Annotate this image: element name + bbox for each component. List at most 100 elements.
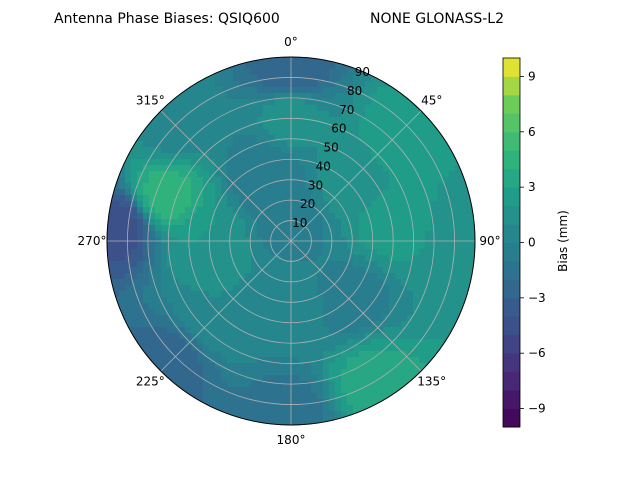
bias-field-cell bbox=[215, 171, 222, 178]
bias-field-cell bbox=[287, 315, 294, 322]
bias-field-cell bbox=[227, 261, 234, 268]
bias-field-cell bbox=[323, 201, 330, 208]
bias-field-cell bbox=[209, 387, 216, 394]
bias-field-cell bbox=[407, 117, 414, 124]
bias-field-cell bbox=[401, 375, 408, 382]
bias-field-cell bbox=[185, 375, 192, 382]
bias-field-cell bbox=[287, 105, 294, 112]
bias-field-cell bbox=[251, 123, 258, 130]
bias-field-cell bbox=[329, 93, 336, 100]
bias-field-cell bbox=[203, 363, 210, 370]
bias-field-cell bbox=[359, 321, 366, 328]
bias-field-cell bbox=[467, 273, 474, 280]
bias-field-cell bbox=[251, 147, 258, 154]
bias-field-cell bbox=[227, 351, 234, 358]
bias-field-cell bbox=[335, 243, 342, 250]
bias-field-cell bbox=[311, 243, 318, 250]
bias-field-cell bbox=[419, 123, 426, 130]
bias-field-cell bbox=[233, 333, 240, 340]
bias-field-cell bbox=[443, 207, 450, 214]
bias-field-cell bbox=[377, 177, 384, 184]
bias-field-cell bbox=[407, 309, 414, 316]
bias-field-cell bbox=[167, 237, 174, 244]
bias-field-cell bbox=[317, 375, 324, 382]
bias-field-cell bbox=[311, 237, 318, 244]
bias-field-cell bbox=[155, 177, 162, 184]
bias-field-cell bbox=[263, 123, 270, 130]
bias-field-cell bbox=[383, 195, 390, 202]
bias-field-cell bbox=[329, 261, 336, 268]
bias-field-cell bbox=[215, 381, 222, 388]
bias-field-cell bbox=[215, 123, 222, 130]
bias-field-cell bbox=[155, 213, 162, 220]
bias-field-cell bbox=[305, 99, 312, 106]
bias-field-cell bbox=[191, 171, 198, 178]
bias-field-cell bbox=[341, 405, 348, 412]
bias-field-cell bbox=[305, 303, 312, 310]
bias-field-cell bbox=[197, 171, 204, 178]
bias-field-cell bbox=[413, 327, 420, 334]
bias-field-cell bbox=[449, 219, 456, 226]
bias-field-cell bbox=[287, 69, 294, 76]
bias-field-cell bbox=[449, 231, 456, 238]
bias-field-cell bbox=[335, 153, 342, 160]
bias-field-cell bbox=[143, 231, 150, 238]
bias-field-cell bbox=[143, 129, 150, 136]
bias-field-cell bbox=[407, 369, 414, 376]
bias-field-cell bbox=[359, 243, 366, 250]
bias-field-cell bbox=[239, 387, 246, 394]
bias-field-cell bbox=[233, 63, 240, 70]
bias-field-cell bbox=[353, 405, 360, 412]
bias-field-cell bbox=[215, 351, 222, 358]
bias-field-cell bbox=[287, 219, 294, 226]
bias-field-cell bbox=[425, 159, 432, 166]
bias-field-cell bbox=[431, 261, 438, 268]
bias-field-cell bbox=[269, 321, 276, 328]
bias-field-cell bbox=[167, 105, 174, 112]
bias-field-cell bbox=[431, 183, 438, 190]
bias-field-cell bbox=[125, 231, 132, 238]
bias-field-cell bbox=[407, 189, 414, 196]
bias-field-cell bbox=[257, 333, 264, 340]
bias-field-cell bbox=[137, 231, 144, 238]
bias-field-cell bbox=[407, 111, 414, 118]
bias-field-cell bbox=[173, 153, 180, 160]
bias-field-cell bbox=[173, 267, 180, 274]
bias-field-cell bbox=[383, 297, 390, 304]
bias-field-cell bbox=[401, 141, 408, 148]
bias-field-cell bbox=[221, 297, 228, 304]
bias-field-cell bbox=[233, 363, 240, 370]
colorbar-tick-label: 3 bbox=[528, 180, 536, 194]
bias-field-cell bbox=[215, 357, 222, 364]
bias-field-cell bbox=[221, 291, 228, 298]
bias-field-cell bbox=[221, 399, 228, 406]
radial-tick-label: 30 bbox=[308, 178, 323, 192]
bias-field-cell bbox=[161, 297, 168, 304]
bias-field-cell bbox=[359, 75, 366, 82]
bias-field-cell bbox=[311, 411, 318, 418]
bias-field-cell bbox=[305, 351, 312, 358]
bias-field-cell bbox=[395, 321, 402, 328]
bias-field-cell bbox=[305, 165, 312, 172]
bias-field-cell bbox=[413, 141, 420, 148]
bias-field-cell bbox=[407, 153, 414, 160]
bias-field-cell bbox=[179, 141, 186, 148]
bias-field-cell bbox=[425, 291, 432, 298]
bias-field-cell bbox=[155, 273, 162, 280]
bias-field-cell bbox=[353, 237, 360, 244]
bias-field-cell bbox=[119, 207, 126, 214]
bias-field-cell bbox=[395, 381, 402, 388]
polar-grid bbox=[106, 56, 476, 426]
bias-field-cell bbox=[425, 117, 432, 124]
bias-field-cell bbox=[197, 165, 204, 172]
bias-field-cell bbox=[269, 333, 276, 340]
bias-field-cell bbox=[167, 171, 174, 178]
bias-field-cell bbox=[311, 273, 318, 280]
bias-field-cell bbox=[413, 159, 420, 166]
bias-field-cell bbox=[431, 147, 438, 154]
bias-field-cell bbox=[119, 285, 126, 292]
colorbar-segment bbox=[503, 205, 520, 225]
bias-field-cell bbox=[125, 183, 132, 190]
bias-field-cell bbox=[227, 147, 234, 154]
bias-field-cell bbox=[407, 321, 414, 328]
